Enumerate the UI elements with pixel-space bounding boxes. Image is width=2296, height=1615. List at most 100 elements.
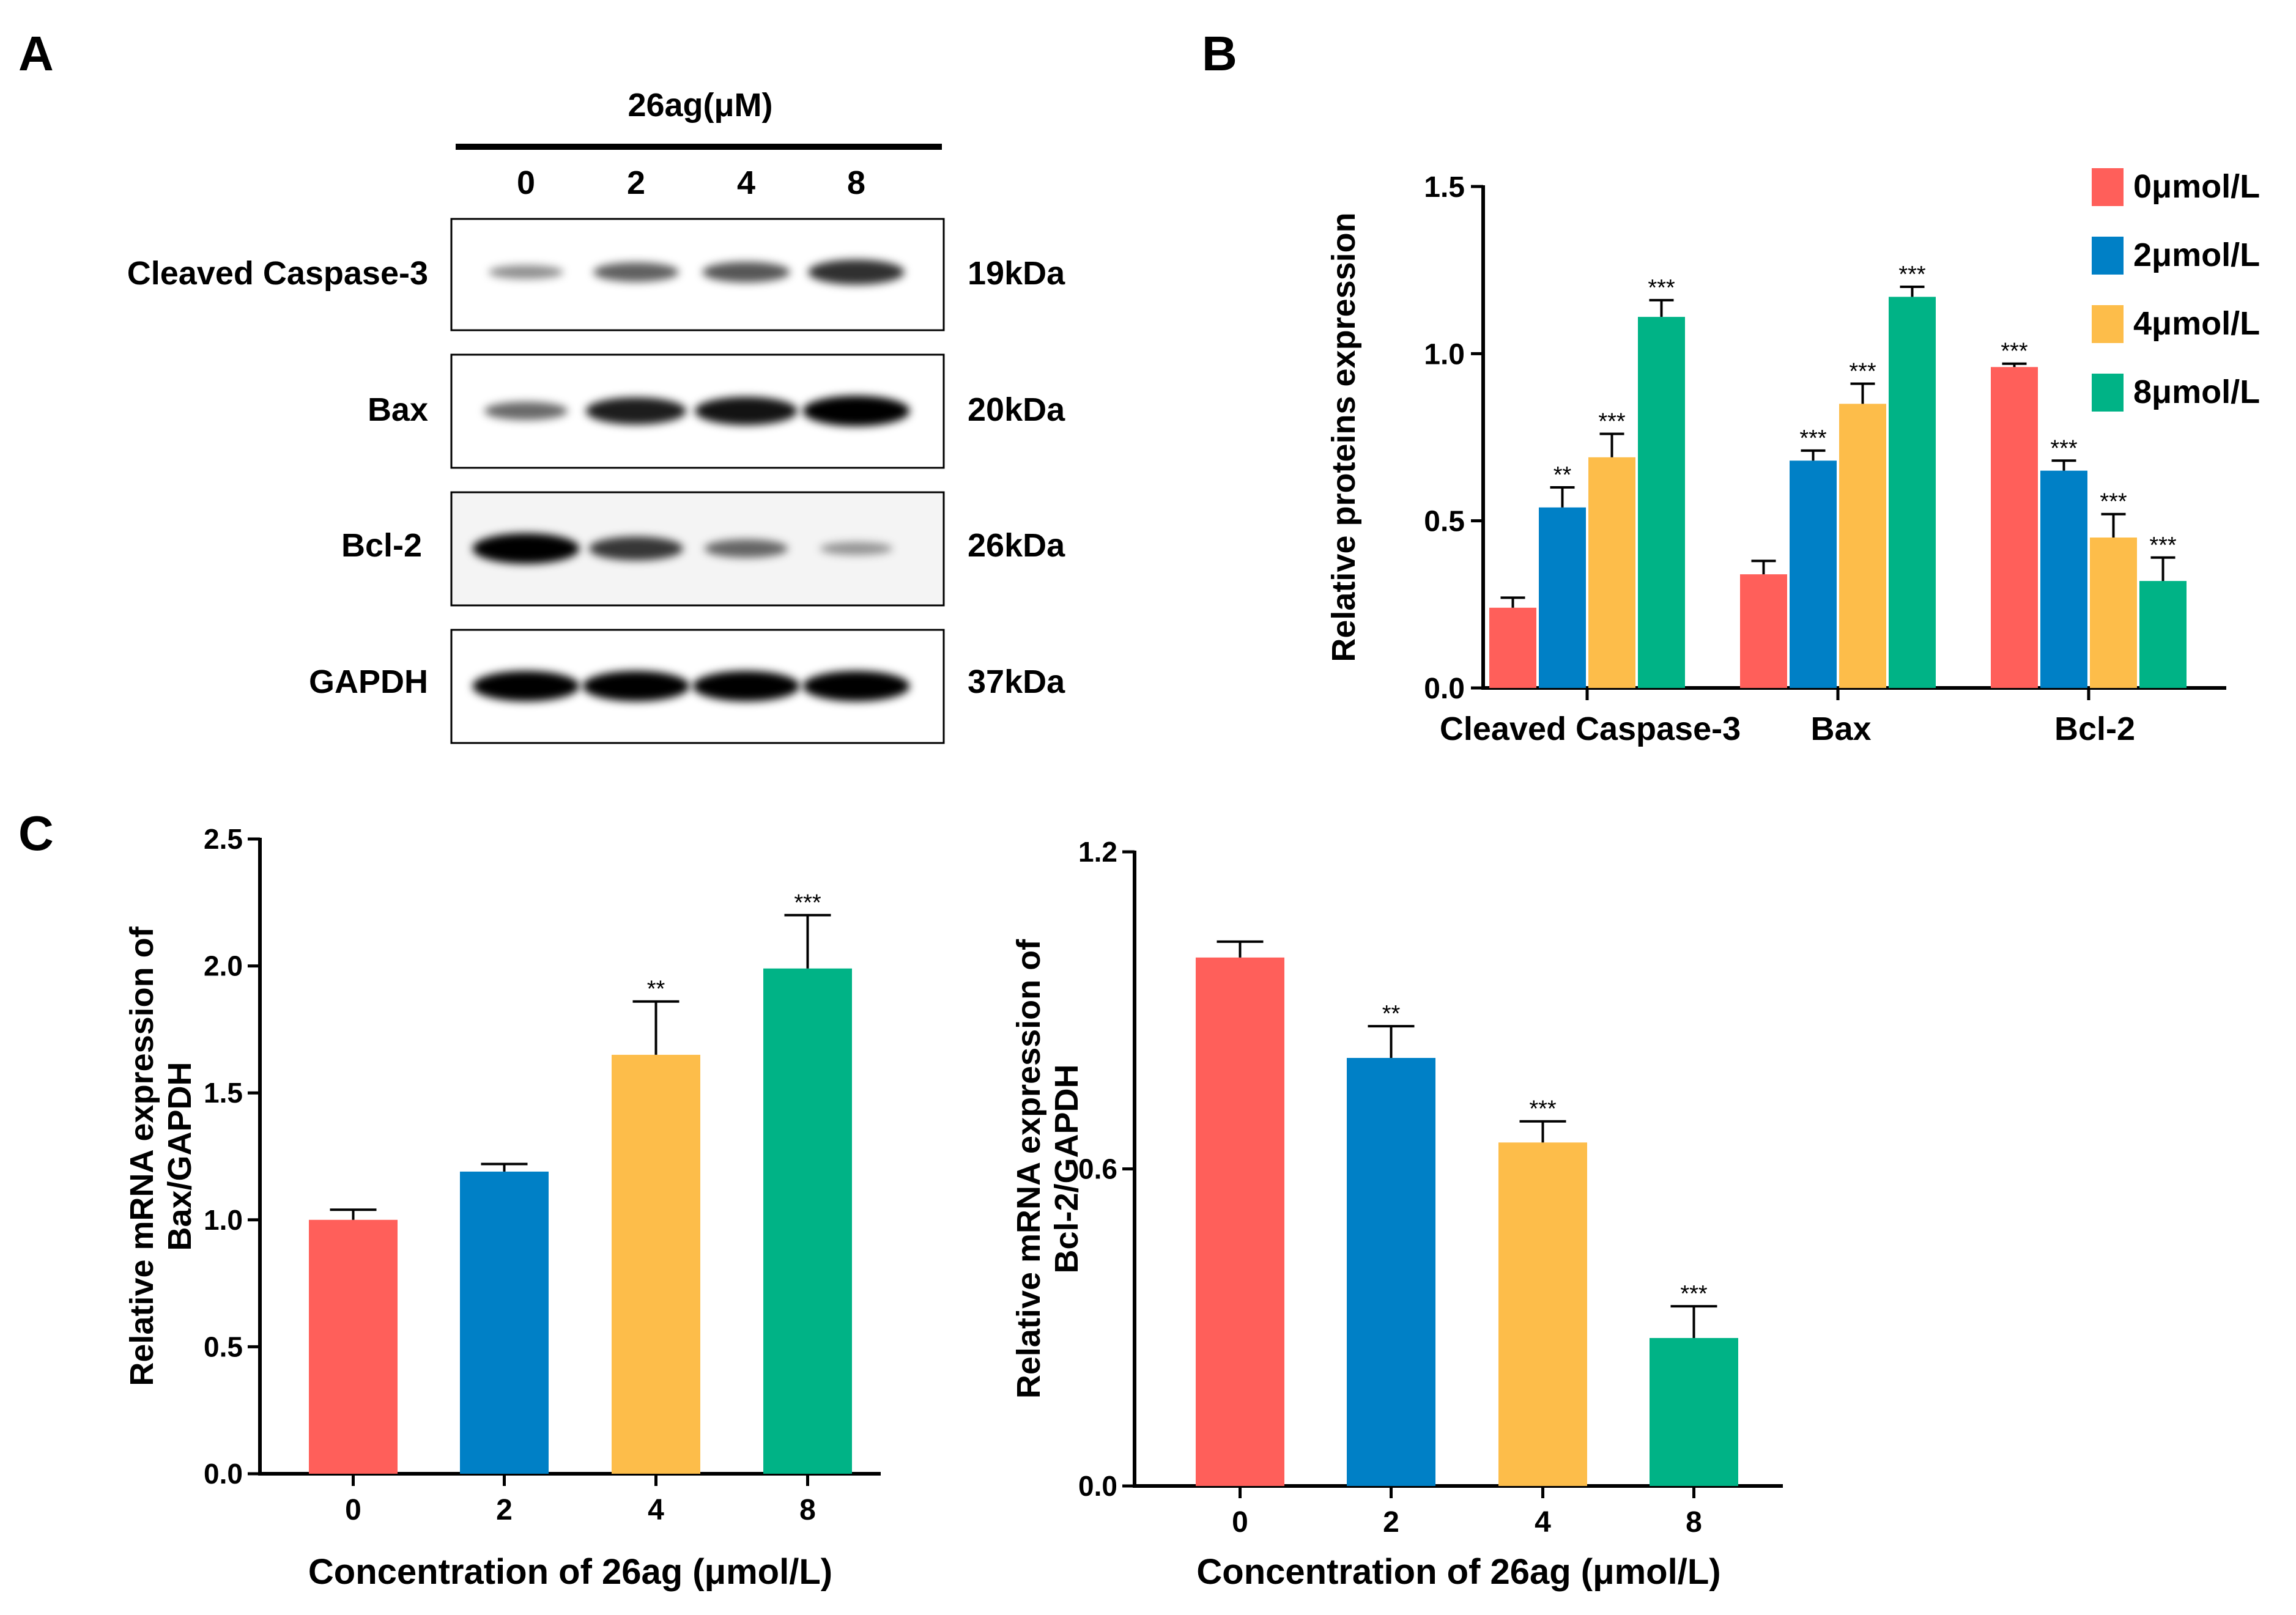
significance-label: *** bbox=[1598, 409, 1626, 435]
significance-label: ** bbox=[647, 977, 665, 1002]
blot-band bbox=[484, 401, 568, 421]
bar bbox=[1790, 460, 1837, 688]
blot-lane-label: 4 bbox=[737, 164, 755, 201]
x-axis-label: Concentration of 26ag (μmol/L) bbox=[308, 1552, 832, 1592]
significance-label: *** bbox=[1849, 359, 1876, 385]
blot-band bbox=[488, 265, 564, 279]
blot-protein-label: GAPDH bbox=[309, 663, 428, 700]
blot-band bbox=[589, 536, 683, 561]
blot-lane-label: 0 bbox=[517, 164, 535, 201]
x-axis-label: Concentration of 26ag (μmol/L) bbox=[1196, 1552, 1720, 1592]
legend-swatch bbox=[2092, 305, 2124, 343]
blot-header: 26ag(μM) bbox=[628, 87, 772, 124]
significance-label: *** bbox=[1799, 426, 1827, 451]
significance-label: *** bbox=[794, 890, 821, 916]
y-tick-label: 2.5 bbox=[204, 823, 243, 855]
x-tick-label: Bcl-2 bbox=[2054, 711, 2135, 747]
y-tick-label: 0.5 bbox=[1424, 506, 1465, 538]
blot-row-bax: Bax 20kDa bbox=[368, 353, 1065, 469]
x-tick-label: 4 bbox=[648, 1494, 664, 1526]
y-axis-label-line1: Relative mRNA expression of bbox=[124, 926, 160, 1386]
y-tick-label: 1.0 bbox=[1424, 338, 1465, 371]
significance-label: *** bbox=[2001, 339, 2028, 364]
legend-swatch bbox=[2092, 237, 2124, 275]
y-tick-label: 0.0 bbox=[1078, 1470, 1117, 1502]
x-tick-label: 8 bbox=[799, 1494, 816, 1526]
legend-label: 4μmol/L bbox=[2133, 305, 2260, 342]
significance-label: *** bbox=[2050, 435, 2078, 461]
significance-label: *** bbox=[1898, 262, 1926, 287]
y-tick-label: 1.2 bbox=[1078, 836, 1117, 868]
chart-c-bcl2-mrna: 0.0 0.6 1.2 0 ** 2 *** 4 *** 8 Concentration of 26… bbox=[1010, 836, 1783, 1592]
bar bbox=[1839, 404, 1886, 688]
bar bbox=[2040, 470, 2087, 688]
y-axis-label-line2: Bax/GAPDH bbox=[161, 1062, 198, 1251]
blot-band bbox=[802, 671, 910, 701]
significance-label: *** bbox=[1680, 1281, 1708, 1307]
blot-band bbox=[695, 396, 798, 426]
blot-band bbox=[704, 539, 788, 558]
bar bbox=[1196, 957, 1284, 1486]
blot-size-label: 19kDa bbox=[968, 255, 1065, 292]
bar bbox=[1588, 457, 1635, 688]
bar bbox=[2139, 581, 2187, 688]
blot-band bbox=[582, 671, 690, 701]
chart-b-protein-expression: 0.0 0.5 1.0 1.5 Relative proteins expression… bbox=[1325, 168, 2260, 747]
blot-band bbox=[472, 671, 580, 701]
blot-size-label: 37kDa bbox=[968, 663, 1065, 700]
bar bbox=[1347, 1058, 1435, 1486]
x-tick-label: 2 bbox=[1383, 1506, 1399, 1539]
western-blot: 26ag(μM) 0 2 4 8 Cleaved Caspase-3 19kDa… bbox=[127, 87, 1065, 744]
blot-row-gapdh: GAPDH 37kDa bbox=[309, 629, 1065, 744]
y-axis-label-line2: Bcl-2/GAPDH bbox=[1048, 1064, 1085, 1273]
bar bbox=[1498, 1142, 1587, 1486]
blot-band bbox=[692, 671, 800, 701]
x-tick-label: 4 bbox=[1535, 1506, 1551, 1539]
y-tick-label: 1.5 bbox=[204, 1077, 243, 1109]
bar bbox=[1539, 507, 1586, 688]
bar bbox=[1489, 607, 1536, 688]
y-axis-label-line1: Relative mRNA expression of bbox=[1010, 939, 1047, 1399]
y-tick-label: 0.6 bbox=[1078, 1153, 1117, 1185]
significance-label: ** bbox=[1382, 1001, 1401, 1027]
chart-c-bax-mrna: 0.0 0.5 1.0 1.5 2.0 2.5 0 2 ** 4 *** 8 Concentration… bbox=[124, 823, 881, 1592]
y-tick-label: 1.0 bbox=[204, 1204, 243, 1236]
blot-row-cleaved-caspase-3: Cleaved Caspase-3 19kDa bbox=[127, 218, 1065, 331]
blot-lane-label: 2 bbox=[627, 164, 645, 201]
legend-label: 2μmol/L bbox=[2133, 237, 2260, 273]
panel-label-b: B bbox=[1202, 26, 1237, 81]
y-axis-label: Relative proteins expression bbox=[1325, 212, 1362, 662]
bar bbox=[1740, 574, 1787, 688]
blot-band bbox=[702, 262, 790, 283]
bar bbox=[1650, 1338, 1738, 1486]
significance-label: *** bbox=[1529, 1096, 1557, 1122]
x-tick-label: 8 bbox=[1686, 1506, 1702, 1539]
significance-label: *** bbox=[2100, 489, 2127, 515]
blot-row-bcl-2: Bcl-2 26kDa bbox=[341, 491, 1065, 607]
bar bbox=[460, 1171, 549, 1474]
bar bbox=[1889, 297, 1936, 688]
significance-label: *** bbox=[1648, 275, 1675, 301]
panel-label-c: C bbox=[18, 806, 54, 860]
blot-band bbox=[820, 542, 893, 555]
x-tick-label: 0 bbox=[1232, 1506, 1248, 1539]
panel-label-a: A bbox=[18, 26, 54, 81]
x-tick-label: Cleaved Caspase-3 bbox=[1440, 711, 1741, 747]
blot-band bbox=[472, 533, 580, 564]
legend-label: 8μmol/L bbox=[2133, 374, 2260, 410]
bar bbox=[612, 1054, 700, 1474]
legend-swatch bbox=[2092, 374, 2124, 412]
significance-label: ** bbox=[1554, 462, 1572, 488]
x-tick-label: 0 bbox=[345, 1494, 361, 1526]
y-tick-label: 0.0 bbox=[1424, 673, 1465, 705]
legend-label: 0μmol/L bbox=[2133, 168, 2260, 205]
x-tick-label: 2 bbox=[496, 1494, 513, 1526]
y-tick-label: 0.5 bbox=[204, 1331, 243, 1362]
bar bbox=[2090, 538, 2137, 688]
blot-size-label: 20kDa bbox=[968, 391, 1065, 428]
y-tick-label: 1.5 bbox=[1424, 171, 1465, 204]
bar bbox=[1991, 367, 2038, 688]
bar bbox=[763, 968, 852, 1474]
y-tick-label: 0.0 bbox=[204, 1458, 243, 1490]
